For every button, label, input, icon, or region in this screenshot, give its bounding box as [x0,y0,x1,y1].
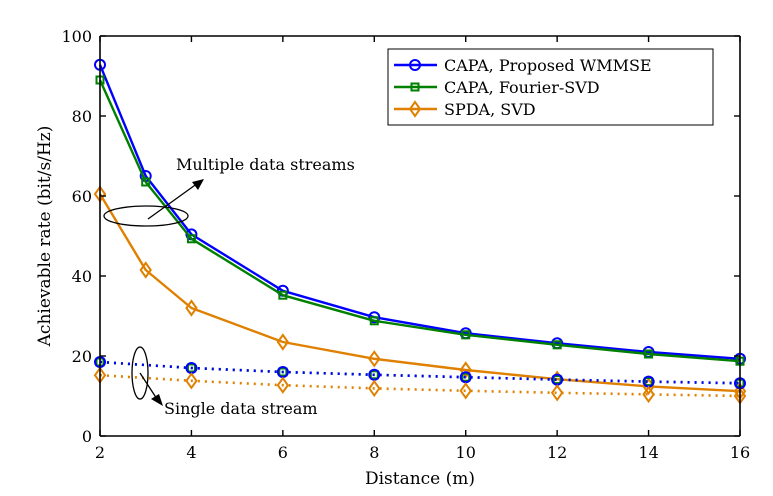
data-point [186,234,196,244]
arrowhead-icon [192,179,204,190]
data-point [139,261,152,279]
legend-item: SPDA, SVD [394,100,536,119]
data-point [552,375,562,385]
data-point [369,370,379,380]
legend-marker [410,82,420,92]
data-point [369,316,379,326]
y-tick-label: 60 [72,187,92,206]
ticks: 2 4 6 8 10 12 14 16 0 20 40 60 80 100 [61,27,750,462]
y-tick-label: 80 [72,107,92,126]
data-point [550,384,564,402]
data-point [644,349,654,359]
x-tick-label: 10 [456,443,476,462]
data-point [141,177,151,187]
annotation-arrow-multiple [147,182,199,220]
annotation-arrow-single [139,372,158,400]
data-point [644,377,654,387]
legend-item: CAPA, Fourier-SVD [394,78,600,97]
legend-marker [409,59,421,71]
series-line [99,360,741,385]
annotation-ellipse-multiple [103,205,189,227]
arrowhead-icon [151,394,163,406]
legend-label: SPDA, SVD [444,100,536,119]
data-point [278,367,288,377]
series-4 [94,356,746,390]
legend-label: CAPA, Proposed WMMSE [444,56,652,75]
annotation-text-multiple: Multiple data streams [176,155,355,174]
annotation-single: Single data stream [131,346,318,418]
x-tick-label: 14 [638,443,658,462]
data-point [185,299,198,317]
y-tick-label: 100 [61,27,92,46]
x-tick-label: 16 [730,443,750,462]
data-point [459,361,472,379]
y-tick-label: 0 [82,427,92,446]
series-line [98,79,741,363]
y-tick-label: 40 [72,267,92,286]
x-tick-label: 4 [186,443,196,462]
annotation-multiple: Multiple data streams [103,155,355,227]
annotation-text-single: Single data stream [164,399,318,418]
axes [99,35,741,437]
data-point [276,376,290,394]
data-point [461,372,471,382]
x-tick-label: 8 [369,443,379,462]
data-point [278,290,288,300]
x-axis-label: Distance (m) [365,469,475,489]
data-point [368,311,381,324]
annotation-ellipse-single [131,346,149,400]
x-tick-label: 2 [95,443,105,462]
legend: CAPA, Proposed WMMSE CAPA, Fourier-SVD SPD… [387,48,714,126]
data-point [186,363,196,373]
legend-item: CAPA, Proposed WMMSE [394,56,652,75]
y-tick-label: 20 [72,347,92,366]
data-point [552,340,562,350]
legend-label: CAPA, Fourier-SVD [444,78,600,97]
data-point [368,379,381,398]
y-axis-label: Achievable rate (bit/s/Hz) [35,126,55,348]
series-line [99,373,741,398]
x-tick-label: 12 [547,443,567,462]
data-point [461,330,471,340]
series-line [98,193,741,393]
data-point [276,333,290,351]
data-point [642,385,655,404]
data-point [185,372,198,390]
data-point [459,382,472,400]
series-1 [95,75,745,366]
series-2 [93,185,747,400]
legend-box [387,48,714,126]
x-tick-label: 6 [278,443,288,462]
legend-marker [408,100,422,118]
data-point [368,350,381,368]
